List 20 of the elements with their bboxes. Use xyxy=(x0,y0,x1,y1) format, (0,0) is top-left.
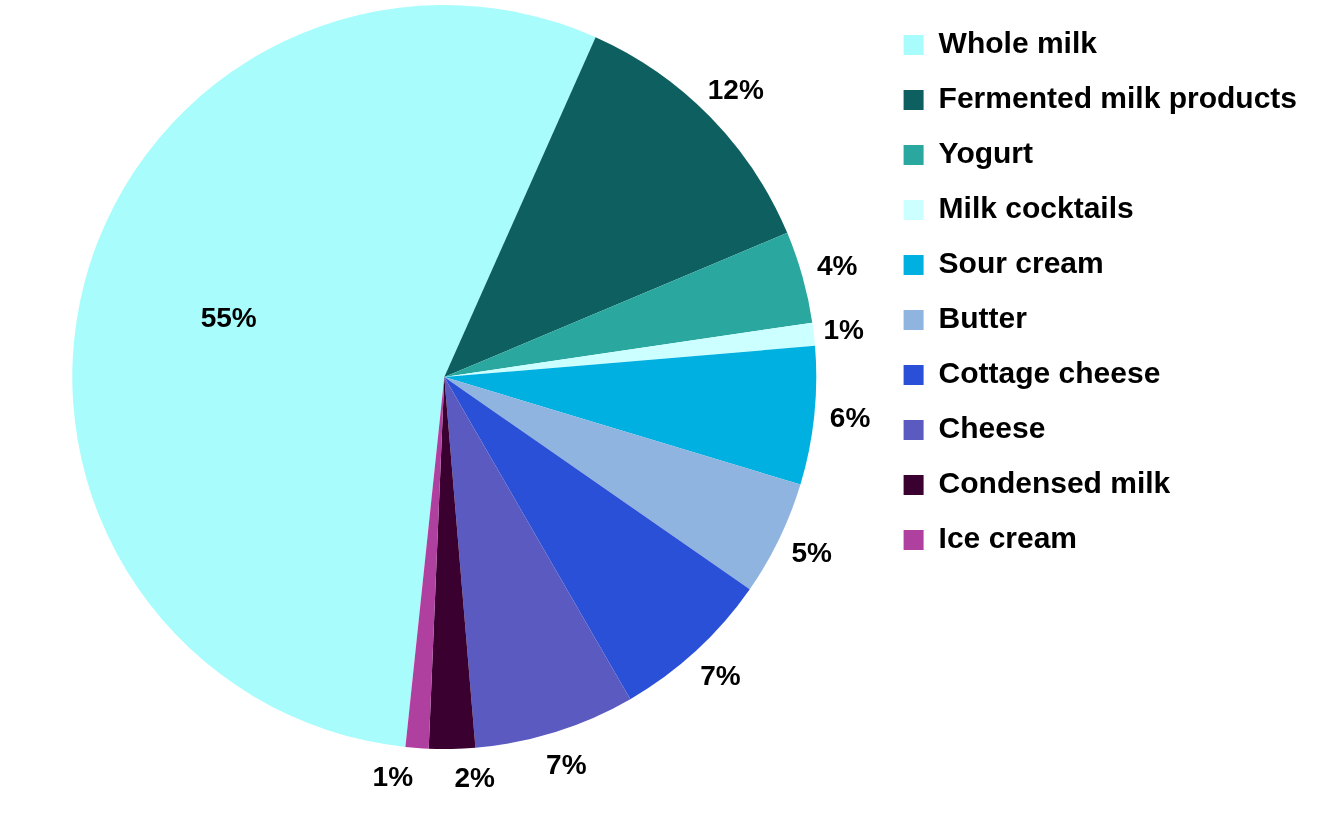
legend-label: Fermented milk products xyxy=(938,81,1297,115)
data-label: 6% xyxy=(829,402,871,434)
legend-label: Whole milk xyxy=(938,26,1098,60)
legend-label: Condensed milk xyxy=(938,466,1171,500)
legend-label: Sour cream xyxy=(938,246,1104,280)
data-label: 1% xyxy=(823,313,864,345)
data-label: 2% xyxy=(454,761,496,793)
data-label: 7% xyxy=(546,749,587,781)
legend-label: Ice cream xyxy=(938,521,1078,555)
data-label: 4% xyxy=(817,250,858,281)
data-label: 1% xyxy=(372,760,414,792)
data-label: 7% xyxy=(700,660,741,692)
legend-label: Butter xyxy=(938,301,1028,335)
legend-label: Cheese xyxy=(938,411,1046,445)
legend-label: Cottage cheese xyxy=(938,356,1161,390)
legend-label: Milk cocktails xyxy=(938,191,1134,225)
data-label: 55% xyxy=(200,301,257,333)
legend-label: Yogurt xyxy=(938,136,1034,170)
data-label: 5% xyxy=(791,537,832,569)
data-label: 12% xyxy=(707,74,764,106)
